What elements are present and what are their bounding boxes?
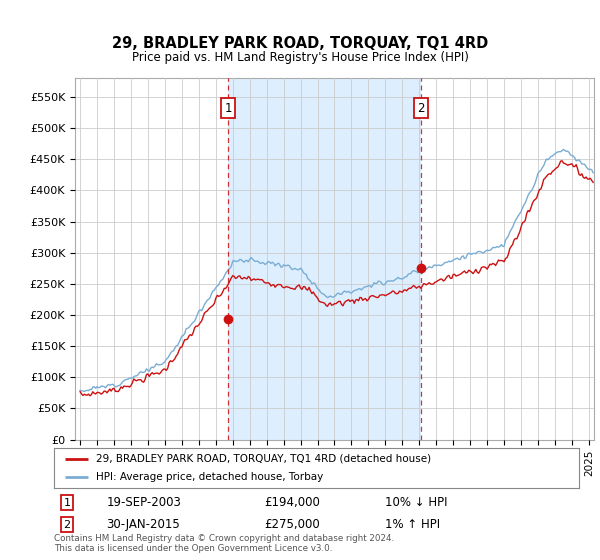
Text: 29, BRADLEY PARK ROAD, TORQUAY, TQ1 4RD (detached house): 29, BRADLEY PARK ROAD, TORQUAY, TQ1 4RD … [96, 454, 431, 464]
Text: 1: 1 [224, 102, 232, 115]
Bar [228, 78, 421, 440]
Text: 1: 1 [64, 498, 71, 508]
Text: 29, BRADLEY PARK ROAD, TORQUAY, TQ1 4RD: 29, BRADLEY PARK ROAD, TORQUAY, TQ1 4RD [112, 36, 488, 51]
Text: Contains HM Land Registry data © Crown copyright and database right 2024.
This d: Contains HM Land Registry data © Crown c… [54, 534, 394, 553]
Text: 30-JAN-2015: 30-JAN-2015 [107, 518, 180, 531]
Text: 2: 2 [417, 102, 424, 115]
Text: £275,000: £275,000 [264, 518, 320, 531]
Text: HPI: Average price, detached house, Torbay: HPI: Average price, detached house, Torb… [96, 473, 323, 482]
Text: 1% ↑ HPI: 1% ↑ HPI [385, 518, 440, 531]
Text: 19-SEP-2003: 19-SEP-2003 [107, 496, 181, 510]
Text: £194,000: £194,000 [264, 496, 320, 510]
Text: 10% ↓ HPI: 10% ↓ HPI [385, 496, 447, 510]
Text: Price paid vs. HM Land Registry's House Price Index (HPI): Price paid vs. HM Land Registry's House … [131, 50, 469, 64]
Text: 2: 2 [64, 520, 71, 530]
